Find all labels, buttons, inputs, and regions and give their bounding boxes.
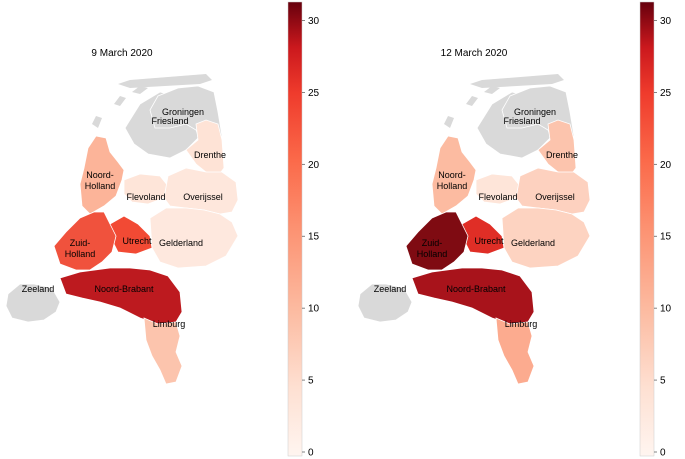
colorbar-tick-label: 20	[660, 160, 672, 171]
colorbar-tick-label: 20	[308, 160, 320, 171]
province-zeeland	[357, 283, 413, 323]
province-label-noord-holland: Noord-Holland	[437, 170, 468, 191]
colorbar-tick-label: 15	[308, 232, 320, 243]
province-label-zeeland: Zeeland	[22, 284, 55, 294]
province-label-utrecht: Utrecht	[474, 236, 504, 246]
province-label-friesland: Friesland	[151, 116, 188, 126]
province-utrecht	[109, 215, 153, 255]
province-label-noord-brabant: Noord-Brabant	[446, 284, 506, 294]
province-overijssel	[515, 167, 591, 215]
colorbar-tick-label: 30	[308, 16, 320, 27]
colorbar	[639, 1, 655, 457]
map-title: 12 March 2020	[441, 48, 508, 59]
map-title: 9 March 2020	[91, 48, 153, 59]
province-utrecht	[461, 215, 505, 255]
province-label-zuid-holland: Zuid-Holland	[65, 238, 96, 259]
province-label-flevoland: Flevoland	[126, 192, 165, 202]
province-limburg	[143, 317, 183, 385]
province-noord-brabant	[411, 267, 535, 325]
province-gelderland	[149, 207, 239, 269]
province-label-noord-holland: Noord-Holland	[85, 170, 116, 191]
colorbar	[287, 1, 303, 457]
province-limburg	[495, 317, 535, 385]
colorbar-tick-label: 0	[308, 448, 314, 459]
province-label-overijssel: Overijssel	[535, 192, 575, 202]
province-zuid-holland	[53, 211, 117, 271]
province-noord-holland	[431, 135, 477, 215]
province-label-gelderland: Gelderland	[159, 238, 203, 248]
province-gelderland	[501, 207, 591, 269]
wadden-islands	[444, 74, 564, 128]
province-label-gelderland: Gelderland	[511, 238, 555, 248]
colorbar-tick-label: 10	[308, 304, 320, 315]
province-noord-brabant	[59, 267, 183, 325]
colorbar-tick-label: 30	[660, 16, 672, 27]
province-label-groningen: Groningen	[514, 107, 556, 117]
colorbar-tick-label: 10	[660, 304, 672, 315]
province-label-groningen: Groningen	[162, 107, 204, 117]
province-label-utrecht: Utrecht	[122, 236, 152, 246]
colorbar-tick-label: 25	[660, 88, 672, 99]
province-overijssel	[163, 167, 239, 215]
colorbar-tick-label: 0	[660, 448, 666, 459]
province-zuid-holland	[405, 211, 469, 271]
colorbar-tick-label: 15	[660, 232, 672, 243]
wadden-islands	[92, 74, 212, 128]
province-label-zuid-holland: Zuid-Holland	[417, 238, 448, 259]
colorbar-tick-label: 5	[660, 376, 666, 387]
province-label-friesland: Friesland	[503, 116, 540, 126]
province-label-drenthe: Drenthe	[194, 150, 226, 160]
colorbar-tick-label: 5	[308, 376, 314, 387]
province-label-zeeland: Zeeland	[374, 284, 407, 294]
province-label-limburg: Limburg	[505, 319, 538, 329]
province-label-limburg: Limburg	[153, 319, 186, 329]
colorbar-tick-label: 25	[308, 88, 320, 99]
province-zeeland	[5, 283, 61, 323]
province-label-noord-brabant: Noord-Brabant	[94, 284, 154, 294]
province-noord-holland	[79, 135, 125, 215]
province-label-flevoland: Flevoland	[478, 192, 517, 202]
province-label-drenthe: Drenthe	[546, 150, 578, 160]
province-label-overijssel: Overijssel	[183, 192, 223, 202]
